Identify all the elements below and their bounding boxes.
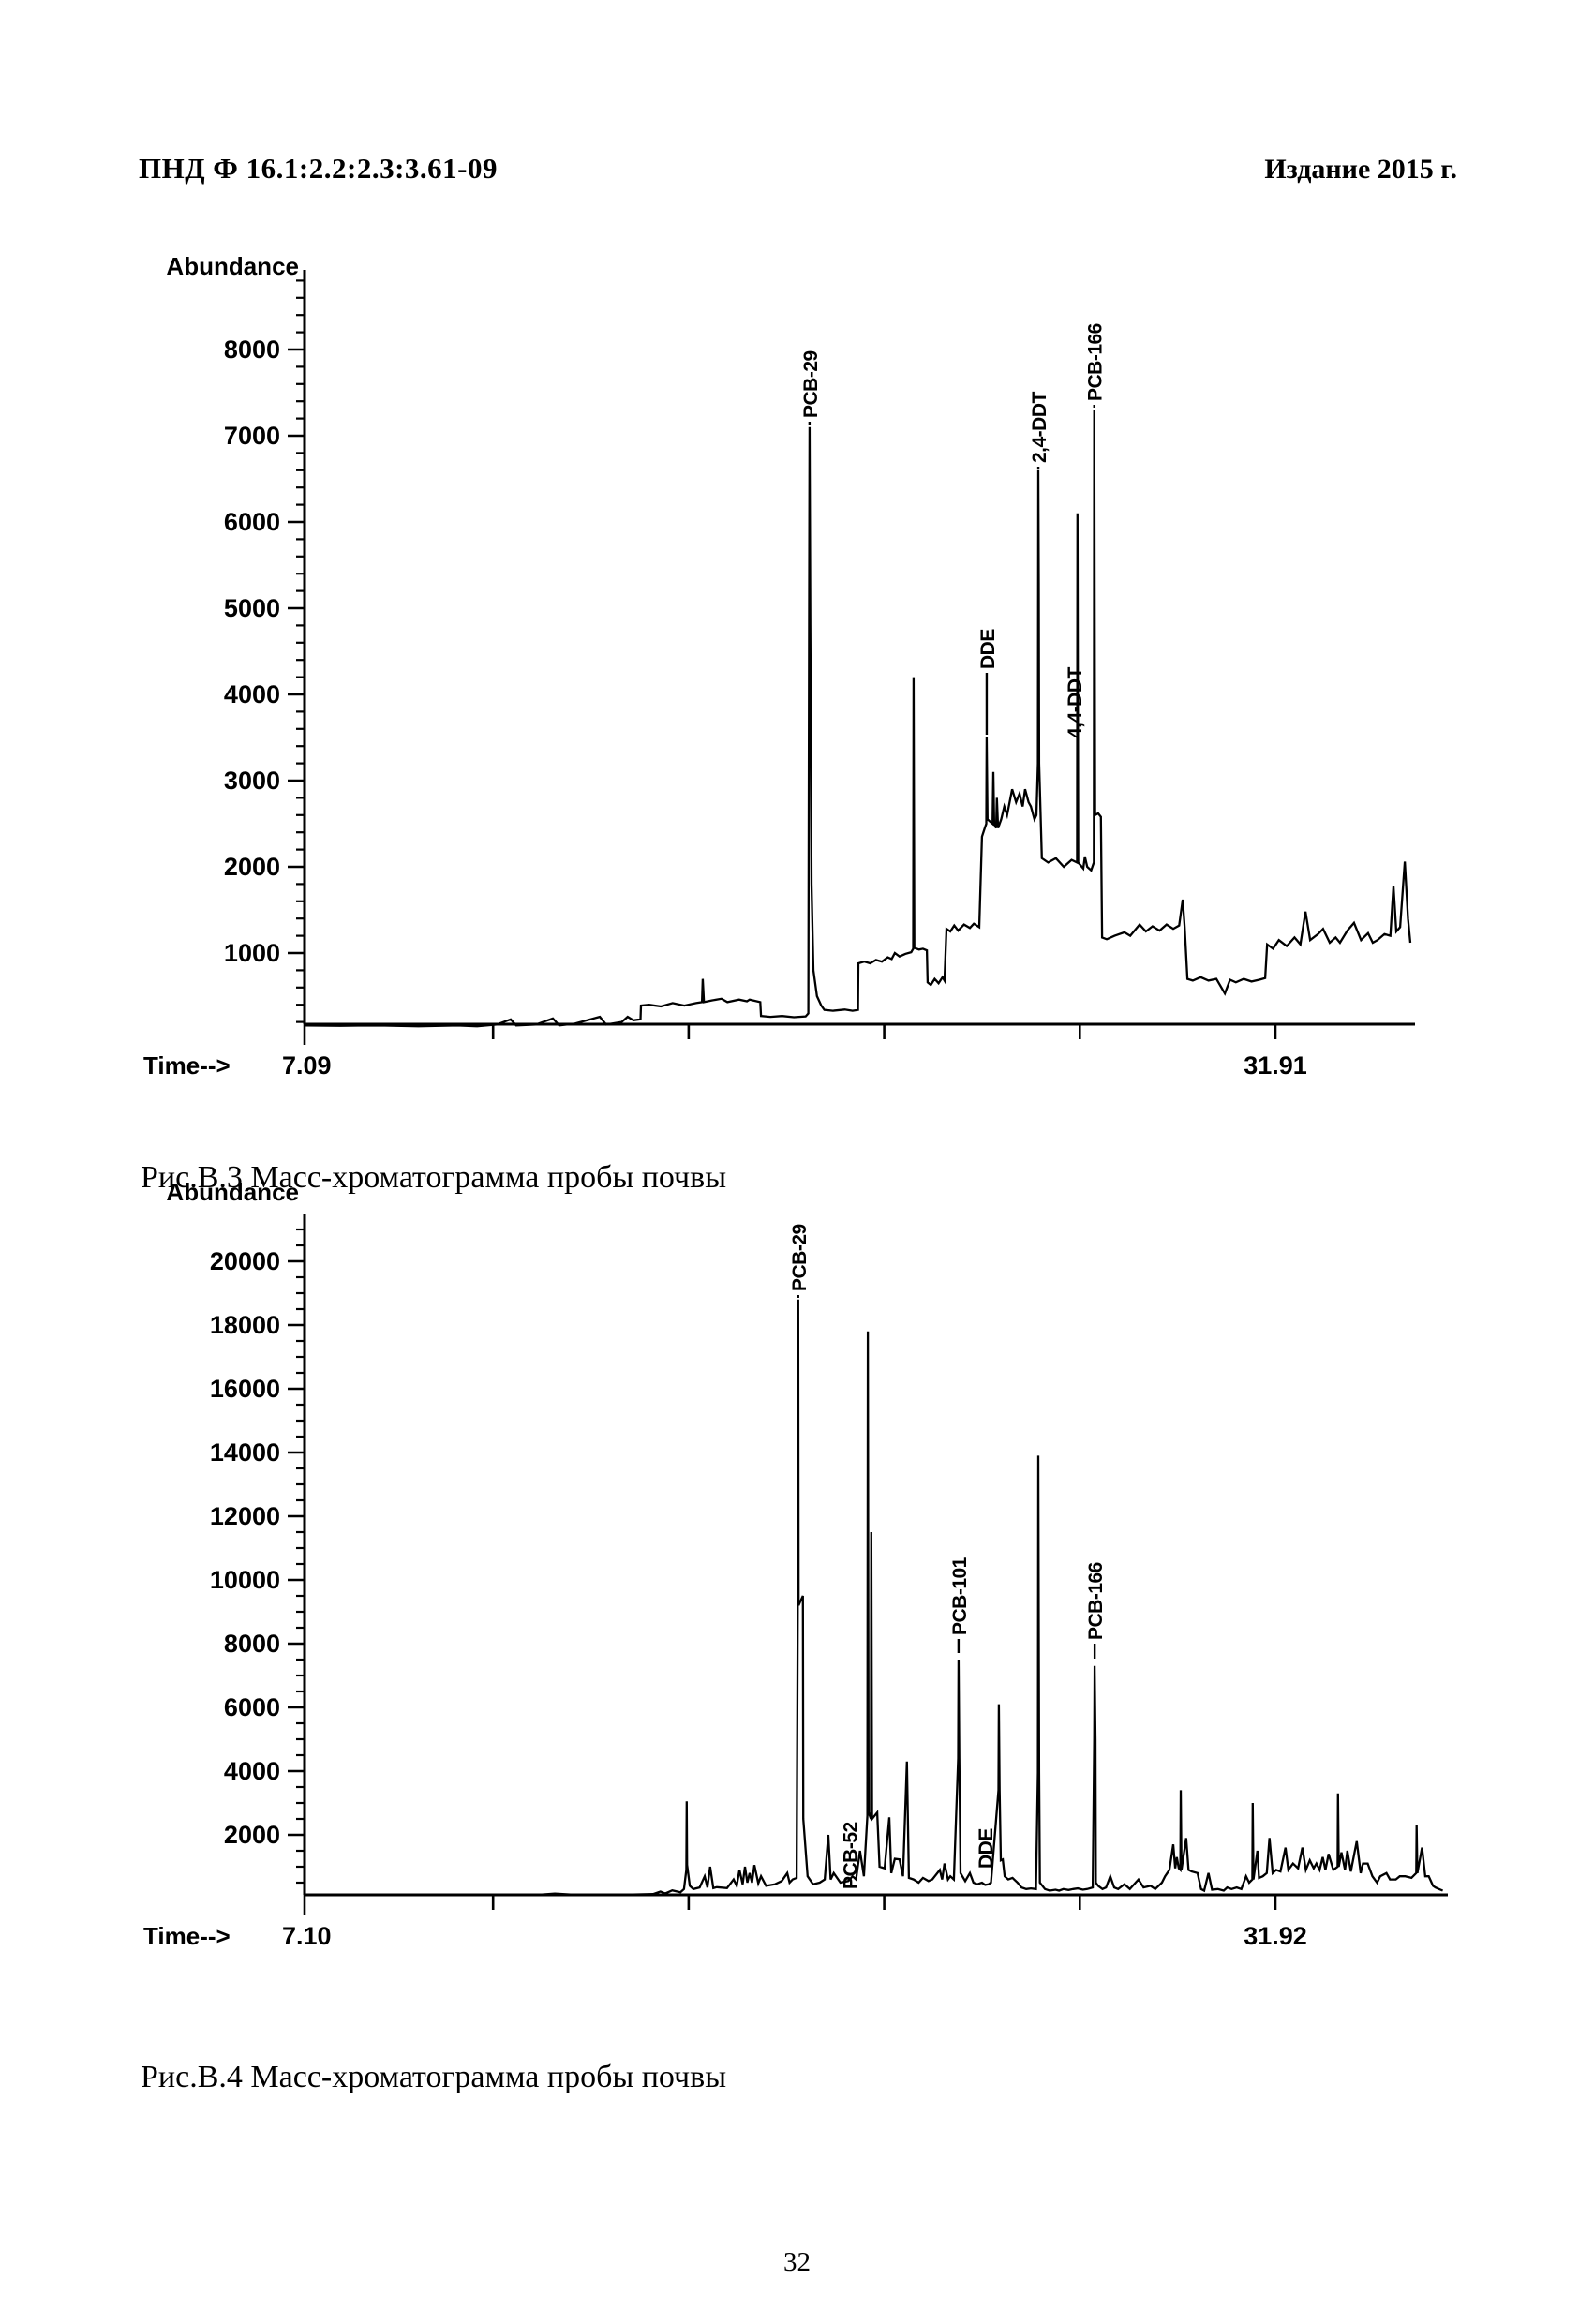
y-tick-label: 12000 (210, 1502, 280, 1530)
peak-label: PCB-29 (789, 1224, 811, 1291)
peak-label: PCB-101 (949, 1557, 971, 1635)
mass-chromatogram-figure-b3: 1000 2000 3000 4000 5000 6000 7000 8000 Abundanc… (143, 252, 1415, 1080)
y-tick-label: 8000 (224, 335, 280, 364)
peak-label: DDE (976, 1828, 997, 1869)
y-tick-label: 6000 (224, 1693, 280, 1721)
y-tick-label: 3000 (224, 767, 280, 795)
figure-caption-b3: Рис.В.3 Масс-хроматограмма пробы почвы (141, 1160, 727, 1195)
y-tick-label: 7000 (224, 422, 280, 450)
chromatogram-trace (304, 410, 1412, 1028)
mass-chromatogram-figure-b4: 2000 4000 6000 8000 10000 12000 14000 16000 1800… (143, 1178, 1448, 1950)
y-axis-title: Abundance (166, 1178, 299, 1206)
peak-label: PCB-52 (841, 1822, 862, 1889)
peak-label: 2,4-DDT (1029, 391, 1050, 463)
y-tick-label: 18000 (210, 1311, 280, 1339)
y-axis-title: Abundance (166, 252, 299, 280)
x-axis-title: Time--> (143, 1051, 231, 1080)
y-tick-label: 2000 (224, 1821, 280, 1849)
peak-label: PCB-166 (1085, 1562, 1107, 1640)
y-tick-label: 4000 (224, 1757, 280, 1785)
y-tick-label: 2000 (224, 853, 280, 881)
figure-caption-b4: Рис.В.4 Масс-хроматограмма пробы почвы (141, 2060, 727, 2094)
peak-label: DDE (977, 629, 999, 669)
y-tick-label: 10000 (210, 1566, 280, 1594)
x-axis-title: Time--> (143, 1922, 231, 1950)
x-tick-label: 31.91 (1244, 1051, 1307, 1080)
peak-label: 4,4-DDT (1065, 666, 1086, 738)
y-tick-label: 4000 (224, 680, 280, 708)
peak-label: PCB-166 (1085, 323, 1107, 401)
chromatogram-trace (304, 1299, 1444, 1897)
y-tick-label: 8000 (224, 1630, 280, 1658)
x-tick-label: 31.92 (1244, 1922, 1307, 1950)
y-tick-label: 14000 (210, 1438, 280, 1467)
y-tick-label: 20000 (210, 1247, 280, 1275)
y-tick-label: 1000 (224, 939, 280, 967)
y-tick-label: 16000 (210, 1375, 280, 1403)
edition-header: Издание 2015 г. (1264, 154, 1457, 185)
peak-label: PCB-29 (800, 350, 822, 418)
document-code-header: ПНД Ф 16.1:2.2:2.3:3.61-09 (139, 152, 498, 185)
x-start-label: 7.09 (282, 1051, 332, 1080)
y-tick-label: 6000 (224, 508, 280, 536)
y-tick-label: 5000 (224, 594, 280, 622)
x-start-label: 7.10 (282, 1922, 332, 1950)
page-number: 32 (783, 2247, 811, 2277)
